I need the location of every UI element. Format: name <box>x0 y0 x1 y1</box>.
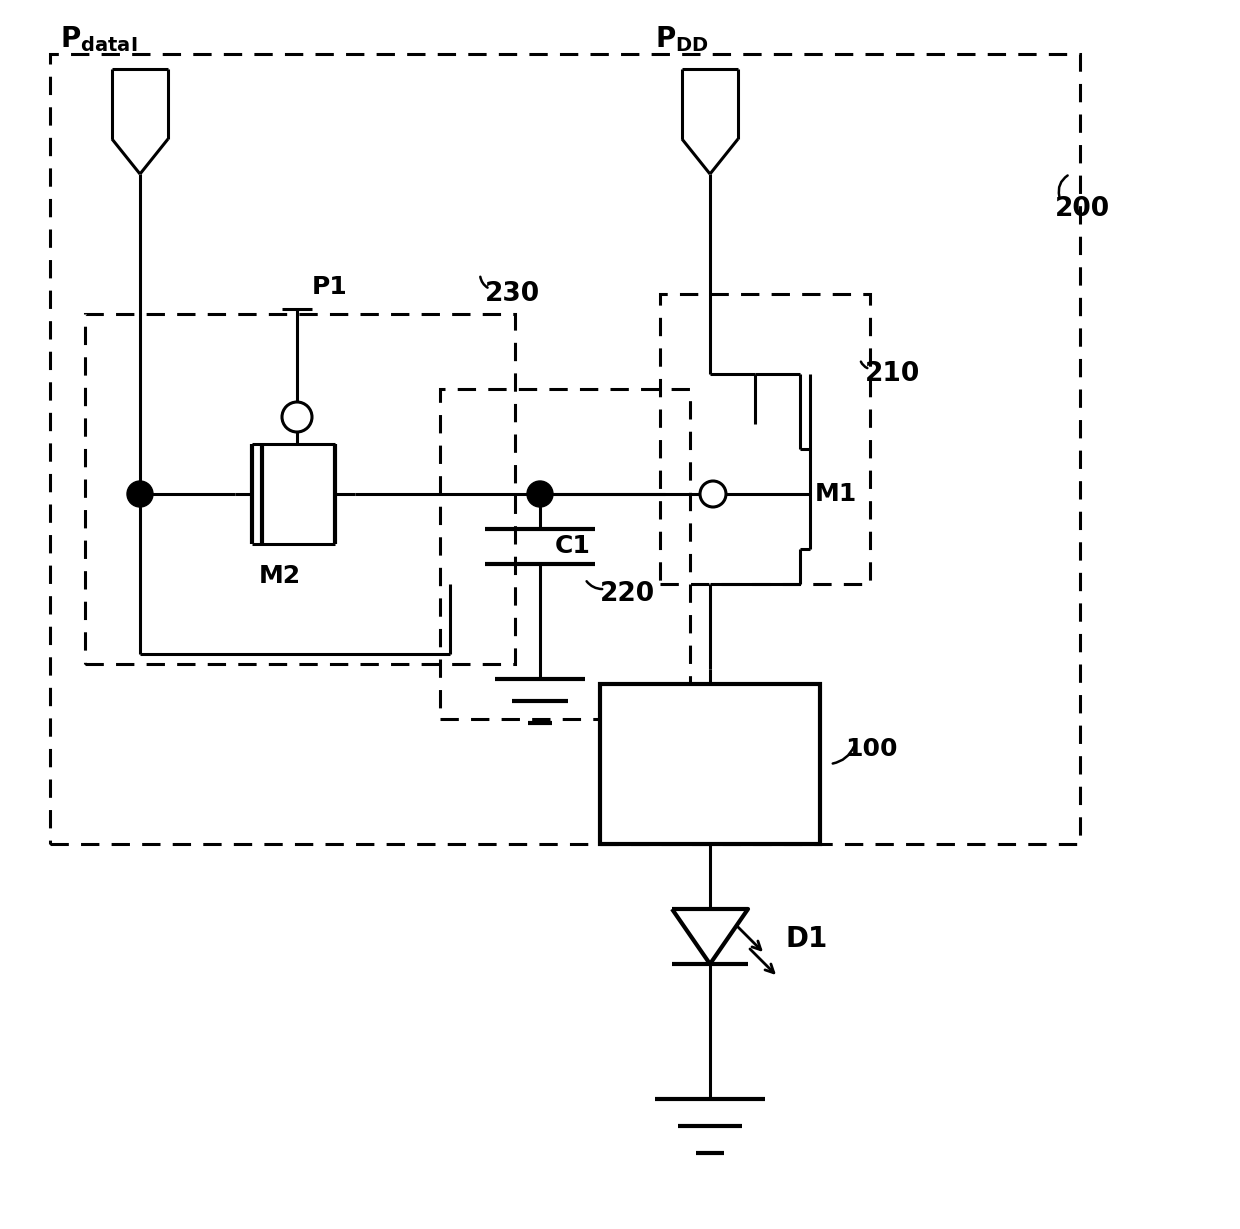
Polygon shape <box>672 909 748 964</box>
Text: M1: M1 <box>815 482 857 506</box>
Text: P1: P1 <box>312 275 347 299</box>
Circle shape <box>701 481 725 508</box>
Circle shape <box>126 481 153 508</box>
Text: $\mathbf{P_{DD}}$: $\mathbf{P_{DD}}$ <box>655 25 709 54</box>
Text: 200: 200 <box>1055 195 1110 222</box>
Text: C1: C1 <box>556 535 591 558</box>
Bar <box>600 685 820 844</box>
Text: 100: 100 <box>844 737 898 761</box>
Circle shape <box>281 402 312 433</box>
Text: $\mathbf{P_{dataI}}$: $\mathbf{P_{dataI}}$ <box>60 25 138 54</box>
Circle shape <box>527 481 553 508</box>
Text: 220: 220 <box>600 581 655 607</box>
Text: 230: 230 <box>485 281 541 307</box>
Text: M2: M2 <box>259 564 301 587</box>
Text: 210: 210 <box>866 361 920 387</box>
Text: D1: D1 <box>785 925 827 952</box>
